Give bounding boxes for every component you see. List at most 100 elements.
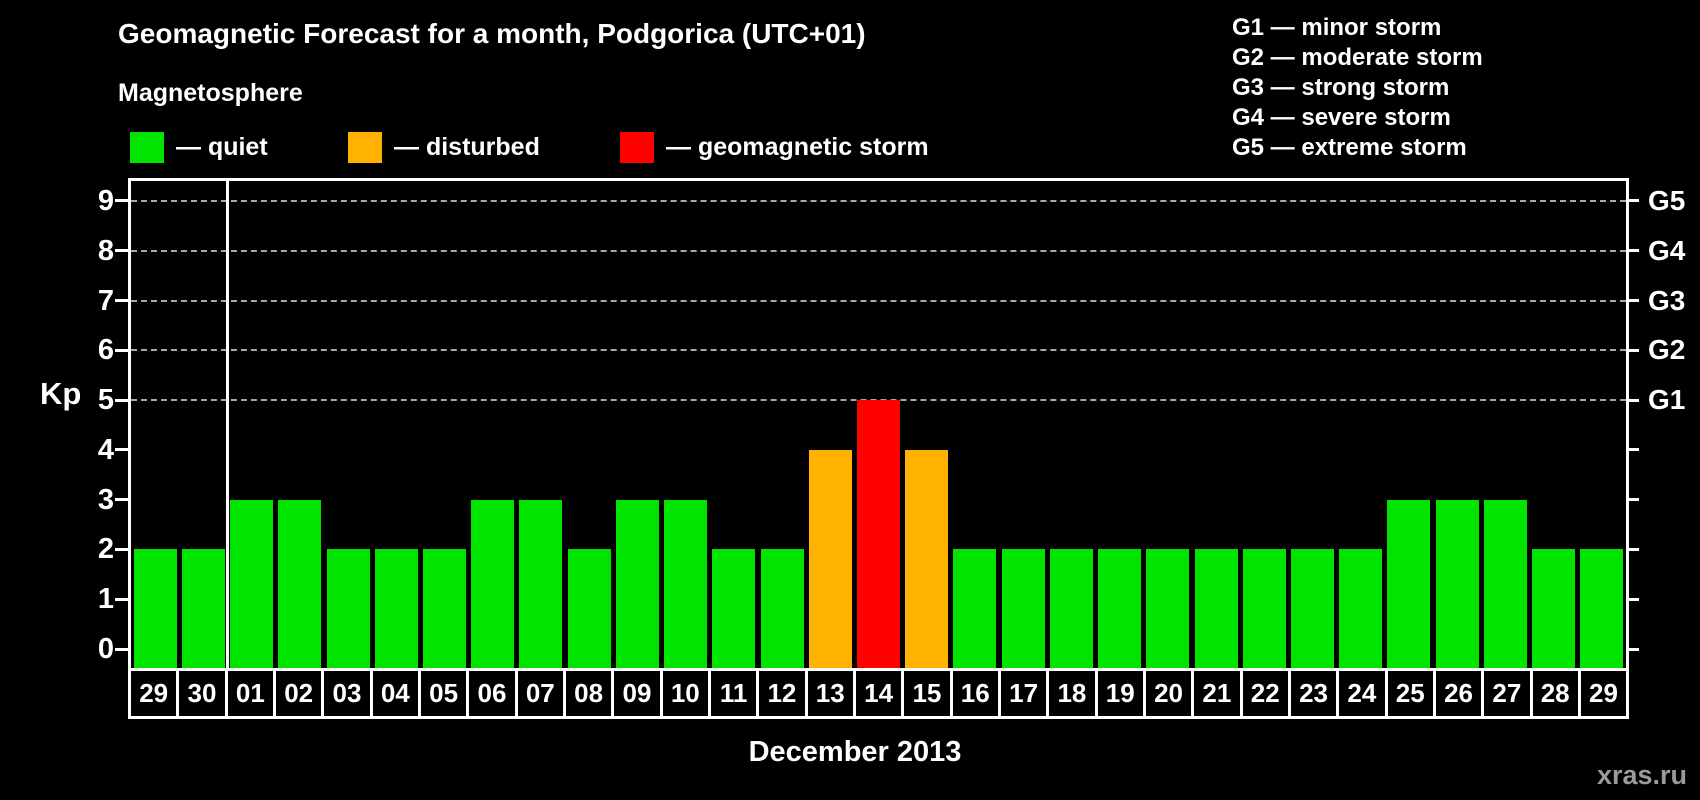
- date-cell-26: 25: [1388, 671, 1436, 716]
- date-cell-11: 10: [663, 671, 711, 716]
- kp-bar-day-10: [664, 499, 708, 668]
- date-cell-25: 24: [1339, 671, 1388, 716]
- date-cell-19: 18: [1049, 671, 1098, 716]
- legend-label-disturbed: — disturbed: [394, 133, 540, 161]
- right-tick-kp3: [1626, 498, 1639, 502]
- kp-bar-day-05: [422, 549, 466, 668]
- date-cell-18: 17: [1001, 671, 1050, 716]
- g-level-label-G5: G5: [1648, 184, 1686, 216]
- date-cell-12: 11: [711, 671, 760, 716]
- y-tick-label-5: 5: [97, 384, 114, 417]
- x-axis-date-strip: 29 30 01 02 03 04 05 06 07 08 09 10 11 12 13 14 15 16 17 18…: [128, 668, 1629, 719]
- kp-bar-day-19: [1098, 549, 1142, 668]
- gridline-kp9: [131, 199, 1626, 202]
- kp-bar-day-07: [519, 499, 563, 668]
- date-cell-9: 08: [566, 671, 615, 716]
- kp-bar-day-14: [857, 400, 900, 668]
- date-cell-15: 14: [856, 671, 905, 716]
- y-tick-label-9: 9: [97, 184, 114, 217]
- kp-bar-day-15: [905, 449, 949, 668]
- g-scale-line-5: G5 — extreme storm: [1232, 134, 1467, 161]
- date-cell-13: 12: [759, 671, 808, 716]
- g-scale-line-3: G3 — strong storm: [1232, 74, 1450, 101]
- kp-bar-day-03: [326, 549, 370, 668]
- right-tick-kp2: [1626, 547, 1639, 551]
- date-cell-7: 06: [469, 671, 518, 716]
- y-tick-label-4: 4: [97, 433, 114, 466]
- kp-bar-day-29: [133, 549, 177, 668]
- y-tick-label-8: 8: [97, 234, 114, 267]
- date-cell-21: 20: [1146, 671, 1195, 716]
- y-tick-label-7: 7: [97, 284, 114, 317]
- chart-title: Geomagnetic Forecast for a month, Podgor…: [118, 18, 866, 49]
- right-tick-kp8: [1626, 249, 1639, 253]
- legend-swatch-disturbed: [348, 132, 382, 163]
- legend-item-quiet: — quiet: [130, 132, 268, 163]
- date-cell-29: 28: [1533, 671, 1581, 716]
- date-cell-23: 22: [1243, 671, 1291, 716]
- date-cell-3: 02: [276, 671, 325, 716]
- date-cell-1: 30: [179, 671, 228, 716]
- gridline-kp5: [131, 399, 1626, 402]
- kp-bar-day-01: [230, 499, 274, 668]
- kp-bar-day-09: [615, 499, 659, 668]
- left-tick-kp9: [115, 199, 128, 203]
- legend-swatch-quiet: [130, 132, 164, 163]
- kp-bar-day-04: [374, 549, 418, 668]
- right-tick-kp7: [1626, 299, 1639, 303]
- date-cell-17: 16: [953, 671, 1001, 716]
- g-level-label-G2: G2: [1648, 334, 1686, 366]
- legend-label-storm: — geomagnetic storm: [666, 133, 929, 161]
- kp-bar-day-27: [1483, 499, 1527, 668]
- right-tick-kp5: [1626, 398, 1639, 402]
- left-tick-kp0: [115, 647, 128, 651]
- g-scale-line-4: G4 — severe storm: [1232, 104, 1451, 131]
- date-cell-6: 05: [421, 671, 470, 716]
- y-tick-label-3: 3: [97, 483, 114, 516]
- date-cell-30: 29: [1589, 678, 1618, 708]
- y-tick-label-0: 0: [97, 633, 114, 665]
- y-tick-label-6: 6: [97, 334, 114, 367]
- legend-item-storm: — geomagnetic storm: [620, 132, 929, 163]
- kp-bar-day-02: [278, 499, 322, 668]
- y-tick-label-2: 2: [97, 533, 114, 566]
- month-separator: [225, 181, 229, 668]
- left-tick-kp8: [115, 249, 128, 253]
- date-cell-24: 23: [1291, 671, 1340, 716]
- g-scale-line-1: G1 — minor storm: [1232, 14, 1442, 41]
- g-level-label-G1: G1: [1648, 384, 1686, 416]
- legend-item-disturbed: — disturbed: [348, 132, 540, 163]
- kp-bar-day-17: [1001, 549, 1045, 668]
- kp-bar-day-13: [808, 449, 852, 668]
- kp-bar-day-21: [1194, 549, 1238, 668]
- right-tick-kp9: [1626, 199, 1639, 203]
- left-tick-kp3: [115, 498, 128, 502]
- g-scale-legend: G1 — minor storm G2 — moderate storm G3 — …: [1232, 13, 1483, 163]
- date-cell-2: 01: [228, 671, 276, 716]
- left-tick-kp6: [115, 348, 128, 352]
- g-level-label-G3: G3: [1648, 284, 1686, 316]
- left-tick-kp7: [115, 299, 128, 303]
- kp-bar-day-26: [1435, 499, 1479, 668]
- date-cell-10: 09: [614, 671, 663, 716]
- y-axis-label: Kp: [40, 376, 82, 411]
- gridline-kp6: [131, 349, 1626, 352]
- left-tick-kp4: [115, 448, 128, 452]
- right-tick-kp0: [1626, 647, 1639, 651]
- kp-bar-day-18: [1049, 549, 1093, 668]
- magnetosphere-label: Magnetosphere: [118, 79, 303, 107]
- date-cell-27: 26: [1436, 671, 1485, 716]
- right-tick-kp1: [1626, 597, 1639, 601]
- kp-bar-day-06: [471, 499, 515, 668]
- kp-bar-day-20: [1146, 549, 1190, 668]
- plot-area: [128, 178, 1629, 671]
- kp-bar-day-11: [712, 549, 756, 668]
- date-cell-0: 29: [131, 671, 180, 716]
- left-tick-kp2: [115, 547, 128, 551]
- kp-bar-day-29: [1580, 549, 1624, 668]
- kp-bar-day-16: [953, 549, 997, 668]
- legend-label-quiet: — quiet: [176, 133, 268, 161]
- y-tick-label-1: 1: [97, 583, 114, 616]
- kp-bar-day-28: [1532, 549, 1576, 668]
